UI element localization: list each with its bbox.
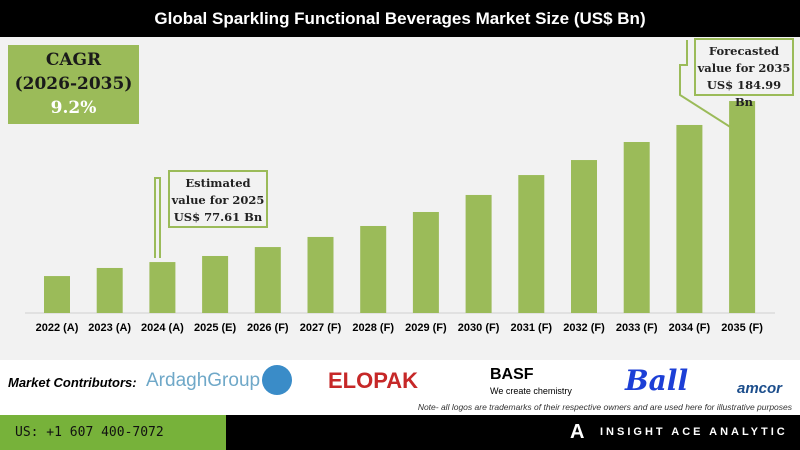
- estimated-callout-bracket: [154, 177, 161, 258]
- bar-2030 (F): [465, 194, 492, 313]
- x-tick-label: 2029 (F): [405, 322, 447, 334]
- cagr-value: 9.2%: [50, 98, 97, 118]
- contributors-label: Market Contributors:: [8, 375, 137, 390]
- brand-logo-icon: A: [570, 421, 585, 443]
- x-tick-label: 2024 (A): [141, 322, 184, 334]
- basf-logo: BASF: [490, 366, 534, 383]
- bar-2032 (F): [571, 160, 597, 313]
- callout-line: value for 2025: [171, 193, 265, 207]
- x-tick-label: 2028 (F): [352, 322, 394, 334]
- callout-line: value for 2035: [697, 61, 791, 75]
- x-tick-label: 2027 (F): [300, 322, 342, 334]
- trademark-note: Note- all logos are trademarks of their …: [417, 402, 792, 412]
- callout-line: US$ 77.61 Bn: [173, 210, 263, 224]
- x-tick-label: 2030 (F): [458, 322, 500, 334]
- x-tick-label: 2032 (F): [563, 322, 605, 334]
- bar-2031 (F): [518, 175, 545, 313]
- cagr-box: CAGR (2026-2035) 9.2%: [8, 45, 139, 124]
- brand-name: INSIGHT ACE ANALYTIC: [600, 426, 788, 438]
- amcor-logo: amcor: [737, 380, 783, 397]
- x-tick-label: 2023 (A): [88, 322, 131, 334]
- callout-line: Forecasted: [708, 44, 780, 58]
- bar-2035 (F): [729, 101, 756, 314]
- ardagh-logo: ArdaghGroup: [146, 370, 261, 391]
- cagr-period: (2026-2035): [14, 74, 133, 94]
- forecasted-callout-connector: [679, 40, 736, 131]
- bar-2027 (F): [307, 236, 334, 313]
- x-tick-label: 2022 (A): [36, 322, 79, 334]
- bar-2022 (A): [44, 276, 70, 313]
- bar-2029 (F): [412, 211, 439, 313]
- bar-chart: 2022 (A) 2023 (A) 2024 (A) 2025 (E) 2026 (F)…: [25, 40, 775, 334]
- x-tick-label: 2034 (F): [669, 322, 711, 334]
- x-tick-label: 2025 (E): [194, 322, 237, 334]
- bar-2025 (E): [202, 255, 229, 313]
- phone-number: US: +1 607 400-7072: [0, 415, 226, 450]
- bar-2033 (F): [623, 142, 650, 313]
- elopak-logo: ELOPAK: [328, 368, 419, 393]
- footer: US: +1 607 400-7072 A INSIGHT ACE ANALYT…: [0, 415, 800, 450]
- x-tick-label: 2035 (F): [721, 322, 763, 334]
- callout-line: Estimated: [185, 176, 251, 190]
- estimated-callout: Estimated value for 2025 US$ 77.61 Bn: [168, 170, 268, 228]
- x-tick-label: 2031 (F): [511, 322, 553, 334]
- callout-line: US$ 184.99 Bn: [706, 78, 782, 109]
- x-tick-label: 2033 (F): [616, 322, 658, 334]
- basf-tagline: We create chemistry: [490, 386, 572, 396]
- chart-title: Global Sparkling Functional Beverages Ma…: [0, 0, 800, 37]
- cagr-label: CAGR: [45, 50, 102, 70]
- bar-2034 (F): [676, 124, 703, 313]
- bar-2023 (A): [96, 267, 123, 313]
- forecasted-callout: Forecasted value for 2035 US$ 184.99 Bn: [694, 38, 794, 109]
- ball-logo: Ball: [625, 364, 689, 397]
- x-tick-label: 2026 (F): [247, 322, 289, 334]
- contributors-bar: Market Contributors: ArdaghGroup ELOPAK …: [0, 360, 800, 415]
- bar-2028 (F): [360, 225, 387, 313]
- bar-2026 (F): [254, 247, 281, 313]
- bar-2024 (A): [149, 262, 176, 313]
- ardagh-emblem-icon: [262, 365, 292, 395]
